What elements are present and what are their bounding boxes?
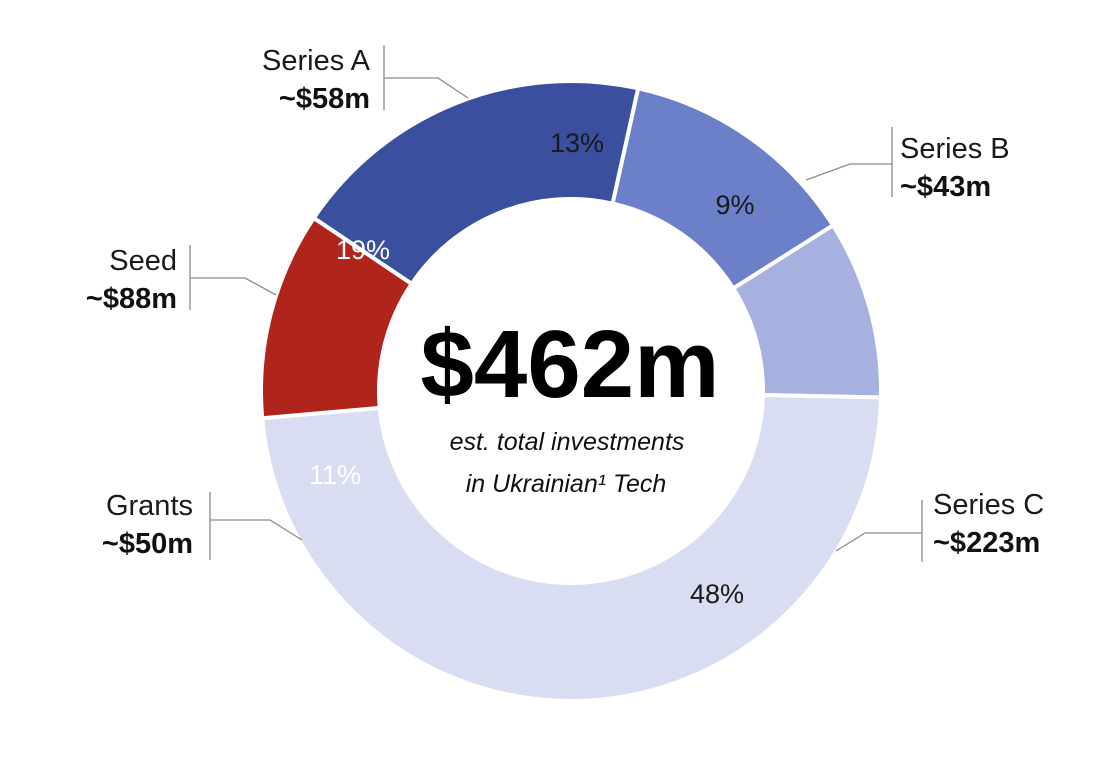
percent-label-series-a: 13%	[550, 128, 604, 158]
percent-label-series-c: 48%	[690, 579, 744, 609]
slice-amount-grants: ~$50m	[102, 528, 193, 560]
percent-label-grants: 11%	[309, 460, 361, 490]
leader-line-grants	[210, 519, 303, 541]
center-subtitle-line2: in Ukrainian¹ Tech	[466, 470, 667, 498]
slice-seed	[311, 79, 641, 287]
slice-amount-series-a: ~$58m	[279, 83, 370, 115]
slice-series-c	[260, 392, 883, 703]
slice-name-grants: Grants	[106, 490, 193, 522]
leader-line-series-c	[835, 532, 922, 552]
slice-amount-seed: ~$88m	[86, 283, 177, 315]
slice-name-series-c: Series C	[933, 489, 1044, 521]
slice-amount-series-b: ~$43m	[900, 171, 991, 203]
leader-line-series-b	[805, 163, 892, 181]
slice-name-series-a: Series A	[262, 45, 371, 77]
donut-slices	[259, 79, 883, 703]
percent-label-seed: 19%	[336, 235, 390, 265]
slice-amount-series-c: ~$223m	[933, 527, 1040, 559]
leader-line-series-a	[384, 77, 469, 99]
slice-labels: Series A ~$58m Series B ~$43m Series C ~$223m…	[86, 45, 1044, 560]
percent-labels: 13% 9% 48% 11% 19%	[309, 128, 755, 609]
slice-name-series-b: Series B	[900, 133, 1010, 165]
leader-lines	[189, 45, 923, 562]
percent-label-series-b: 9%	[715, 190, 754, 220]
leader-line-seed	[190, 277, 277, 296]
center-subtitle-line1: est. total investments	[450, 428, 685, 456]
slice-name-seed: Seed	[109, 245, 177, 277]
center-total: $462m	[421, 311, 720, 418]
